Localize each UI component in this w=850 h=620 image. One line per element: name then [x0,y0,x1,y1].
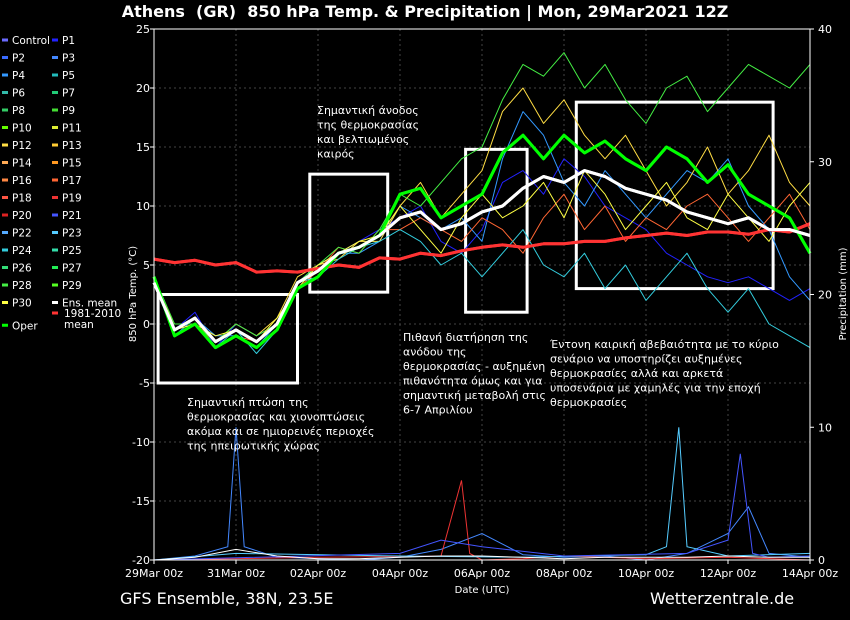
x-tick-label: 04Apr 00z [372,567,429,580]
legend-label: P20 [12,210,32,222]
legend-label: P6 [12,88,25,100]
annotation-text: Έντονη καιρική αβεβαιότητα με το κύριο σε… [549,338,779,409]
x-tick-label: 08Apr 00z [536,567,593,580]
legend-label: P15 [62,158,82,170]
y2-tick-label: 0 [818,554,825,567]
legend-label: P2 [12,53,25,65]
legend-label: P23 [62,228,82,240]
source-credit: Wetterzentrale.de [650,589,795,608]
x-tick-label: 12Apr 00z [700,567,757,580]
legend-label: P30 [12,298,32,310]
legend-label: P5 [62,70,75,82]
x-tick-label: 29Mar 00z [125,567,183,580]
x-axis-ticks: 29Mar 00z 31Mar 00z 02Apr 00z 04Apr 00z 06Ap… [125,560,838,580]
legend-label: P27 [62,263,82,275]
y-axis-label: 850 hPa Temp. (°C) [128,246,139,342]
precip-line [153,427,811,561]
annotation-box [464,147,529,314]
legend-label: P7 [62,88,75,100]
legend-label: P21 [62,210,82,222]
y-axis-ticks: 25 20 15 10 5 0 -5 -10 -15 -20 [132,23,154,567]
legend-label: P28 [12,280,32,292]
legend-label: P9 [62,105,75,117]
chart-title: Athens (GR) 850 hPa Temp. & Precipitatio… [121,2,729,21]
legend-label: P25 [62,245,82,257]
y-tick-label: 0 [143,318,150,331]
series-line [152,169,811,344]
annotation-box [574,100,775,291]
annotation-boxes [156,100,775,385]
y-tick-label: 20 [136,82,150,95]
series-line-bold [153,222,811,274]
y2-tick-label: 20 [818,289,832,302]
legend-label: Oper [12,320,38,332]
legend-label: P17 [62,175,82,187]
y2-tick-label: 10 [818,421,832,434]
series-line [153,87,811,343]
y-tick-label: -5 [139,377,150,390]
annotation-text: Σημαντική πτώση της θερμοκρασίας και χιον… [187,396,374,453]
annotation-box [308,172,390,294]
y-tick-label: -20 [132,554,150,567]
legend-label: P18 [12,193,32,205]
x-axis-label: Date (UTC) [455,585,510,596]
series-line [153,170,811,343]
legend-label: P26 [12,263,32,275]
precip-line [153,427,811,561]
y2-tick-label: 30 [818,156,832,169]
series-line [153,229,811,354]
y2-tick-label: 40 [818,23,832,36]
annotation-box [156,293,299,385]
legend-label: P10 [12,123,32,135]
x-tick-label: 02Apr 00z [290,567,347,580]
x-tick-label: 06Apr 00z [454,567,511,580]
y-tick-label: 5 [143,259,150,272]
legend-label: Ens. mean [62,298,117,310]
y-tick-label: 25 [136,23,150,36]
legend-label: P12 [12,140,32,152]
legend-label: P14 [12,158,32,170]
legend: Control P1 P2 P3 P4 P5 P6 P7 P8 P9 P10 P11 P12 P13 P14… [2,35,121,332]
annotations: Σημαντική πτώση της θερμοκρασίας και χιον… [187,104,779,453]
x-tick-label: 10Apr 00z [618,567,675,580]
series-line [153,52,811,343]
x-tick-label: 31Mar 00z [207,567,265,580]
legend-label: P22 [12,228,32,240]
series-line-bold [152,133,812,350]
y-tick-label: 15 [136,141,150,154]
annotation-text: Πιθανή διατήρηση της ανόδου της θερμοκρασί… [403,331,546,417]
series-line-bold [152,169,811,344]
legend-label: P16 [12,175,32,187]
legend-label: Control [12,35,50,47]
x-tick-label: 14Apr 00z [782,567,839,580]
temperature-layer [152,52,812,354]
legend-label: 1981-2010 mean [64,308,121,331]
legend-label: P19 [62,193,82,205]
annotation-text: Σημαντική άνοδος της θερμοκρασίας και βελτ… [317,104,419,161]
model-info: GFS Ensemble, 38N, 23.5E [120,589,334,608]
legend-label: P8 [12,105,25,117]
legend-label: P11 [62,123,82,135]
legend-label: P4 [12,70,25,82]
legend-label: P13 [62,140,82,152]
y2-axis-ticks: 40 30 20 10 0 [810,23,832,567]
precip-line [153,548,810,561]
legend-label: P24 [12,245,32,257]
legend-label: P29 [62,280,82,292]
y-tick-label: -10 [132,436,150,449]
y-tick-label: 10 [136,200,150,213]
y2-axis-label: Precipitation (mm) [838,247,849,340]
legend-label: P3 [62,53,75,65]
legend-label: P1 [62,35,75,47]
y-tick-label: -15 [132,495,150,508]
precip-line [153,453,811,561]
